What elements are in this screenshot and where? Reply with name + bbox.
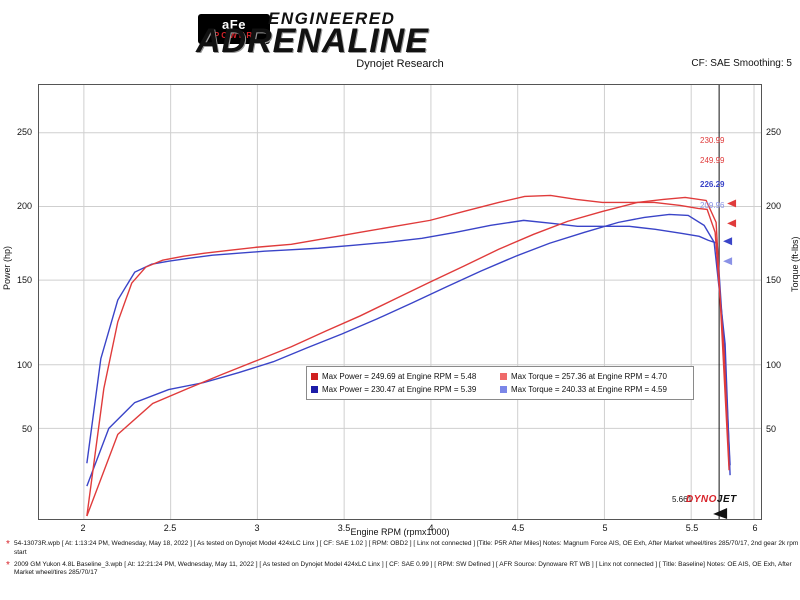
dynojet-logo-jet: JET bbox=[716, 494, 737, 505]
adrenaline-text: ADRENALINE bbox=[196, 22, 429, 60]
bullet-icon-1: * bbox=[6, 539, 10, 550]
series-line-power-afe bbox=[86, 196, 730, 517]
chart-series-lines bbox=[86, 85, 737, 519]
legend-label-max-power-afe: Max Power = 249.69 at Engine RPM = 5.48 bbox=[322, 372, 477, 381]
afe-power-logo: aFe POWER bbox=[198, 14, 270, 44]
x-tick-4.0: 4 bbox=[428, 523, 434, 533]
series-line-torque-baseline bbox=[86, 219, 731, 466]
x-tick-5.5: 5.5 bbox=[685, 523, 699, 533]
x-tick-3.5: 3.5 bbox=[337, 523, 351, 533]
legend-item-max-power-baseline: Max Power = 230.47 at Engine RPM = 5.39 bbox=[311, 385, 500, 394]
callout-value-blue-power: 209.96 bbox=[700, 201, 725, 210]
bullet-icon-2: * bbox=[6, 559, 10, 571]
legend-row-1: Max Power = 249.69 at Engine RPM = 5.48 … bbox=[311, 370, 689, 383]
y-tick-right-150: 150 bbox=[766, 275, 782, 285]
dynojet-logo: DYNOJET bbox=[686, 494, 737, 505]
legend-label-max-power-baseline: Max Power = 230.47 at Engine RPM = 5.39 bbox=[322, 385, 477, 394]
chart-gridlines bbox=[39, 85, 761, 519]
x-axis-label: Engine RPM (rpmx1000) bbox=[350, 527, 450, 537]
x-tick-5.0: 5 bbox=[602, 523, 608, 533]
dyno-chart-plot bbox=[38, 84, 762, 520]
cf-smoothing-label: CF: SAE Smoothing: 5 bbox=[691, 58, 792, 69]
callout-value-red-power: 249.99 bbox=[700, 156, 725, 165]
x-tick-3.0: 3 bbox=[254, 523, 260, 533]
y-tick-left-50: 50 bbox=[21, 424, 32, 434]
marker-arrow-red-top bbox=[727, 199, 737, 208]
y-tick-left-150: 150 bbox=[16, 275, 32, 285]
callout-value-blue-torque: 226.29 bbox=[700, 180, 725, 189]
y-tick-right-200: 200 bbox=[766, 201, 782, 211]
brand-name-bottom: POWER bbox=[213, 31, 255, 40]
chart-subtitle: Dynojet Research bbox=[356, 58, 444, 70]
footer-notes: * 54-13073R.wpb [ At: 1:13:24 PM, Wednes… bbox=[0, 539, 800, 581]
y-tick-right-250: 250 bbox=[766, 127, 782, 137]
legend-swatch-icon-red-torque bbox=[500, 373, 507, 380]
legend-swatch-icon-red-power bbox=[311, 373, 318, 380]
footer-note-1-text: 54-13073R.wpb [ At: 1:13:24 PM, Wednesda… bbox=[14, 540, 799, 556]
marker-arrow-blue-top bbox=[723, 237, 733, 246]
marker-arrow-red-bottom bbox=[727, 219, 737, 228]
series-line-power-baseline bbox=[86, 213, 731, 487]
callout-value-red-torque: 230.99 bbox=[700, 136, 725, 145]
chart-legend: Max Power = 249.69 at Engine RPM = 5.48 … bbox=[306, 366, 694, 400]
x-tick-4.5: 4.5 bbox=[511, 523, 525, 533]
legend-label-max-torque-afe: Max Torque = 257.36 at Engine RPM = 4.70 bbox=[511, 372, 667, 381]
legend-swatch-icon-blue-torque bbox=[500, 386, 507, 393]
y-tick-right-50: 50 bbox=[766, 424, 777, 434]
series-line-torque-afe bbox=[86, 194, 730, 517]
legend-swatch-icon-blue-power bbox=[311, 386, 318, 393]
y-tick-left-200: 200 bbox=[16, 201, 32, 211]
footer-note-2-text: 2009 GM Yukon 4.8L Baseline_3.wpb [ At: … bbox=[14, 560, 792, 577]
dynojet-logo-dyno: DYNO bbox=[686, 494, 717, 505]
x-tick-6.0: 6 bbox=[752, 523, 758, 533]
engineered-text: ENGINEERED bbox=[268, 9, 396, 28]
y-tick-left-250: 250 bbox=[16, 127, 32, 137]
footer-note-1: * 54-13073R.wpb [ At: 1:13:24 PM, Wednes… bbox=[0, 539, 800, 558]
legend-item-max-power-afe: Max Power = 249.69 at Engine RPM = 5.48 bbox=[311, 372, 500, 381]
rpm-marker-label: 5.661 bbox=[672, 495, 693, 504]
x-tick-2.0: 2 bbox=[80, 523, 86, 533]
legend-item-max-torque-afe: Max Torque = 257.36 at Engine RPM = 4.70 bbox=[500, 372, 689, 381]
marker-arrow-blue-bottom bbox=[723, 257, 733, 266]
legend-row-2: Max Power = 230.47 at Engine RPM = 5.39 … bbox=[311, 383, 689, 396]
y-tick-left-100: 100 bbox=[16, 360, 32, 370]
rpm-marker-triangle bbox=[713, 508, 728, 519]
legend-label-max-torque-baseline: Max Torque = 240.33 at Engine RPM = 4.59 bbox=[511, 385, 667, 394]
page-header: aFe POWER ENGINEERED ADRENALINE bbox=[0, 0, 800, 60]
footer-note-2: * 2009 GM Yukon 4.8L Baseline_3.wpb [ At… bbox=[0, 559, 800, 579]
y-tick-right-100: 100 bbox=[766, 360, 782, 370]
x-tick-2.5: 2.5 bbox=[163, 523, 177, 533]
legend-item-max-torque-baseline: Max Torque = 240.33 at Engine RPM = 4.59 bbox=[500, 385, 689, 394]
brand-name-top: aFe bbox=[222, 17, 246, 32]
